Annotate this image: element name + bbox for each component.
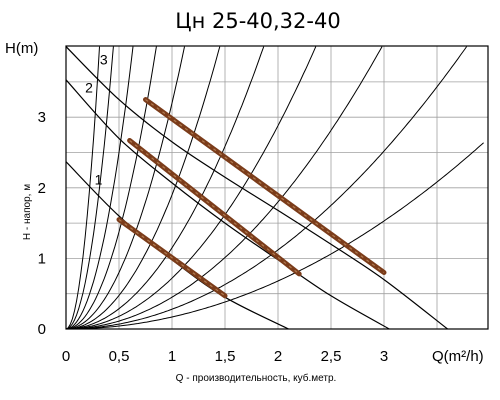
system-curve	[66, 46, 157, 329]
pump-curve-2	[66, 79, 390, 329]
y-tick-label: 0	[38, 321, 46, 338]
system-curve	[66, 46, 265, 329]
x-tick-label: 3	[380, 348, 388, 365]
system-curve	[66, 46, 100, 329]
x-tick-label: 1	[168, 348, 176, 365]
system-curve	[66, 46, 114, 329]
x-tick-label: 0	[62, 348, 70, 365]
system-curve	[66, 46, 383, 329]
system-curve	[66, 46, 317, 329]
system-curve	[66, 46, 185, 329]
pump-curve-3	[66, 46, 448, 329]
y-axis-description: H - напор, м	[22, 184, 33, 240]
pump-curve-label-1: 1	[95, 171, 103, 187]
pump-curve-label-2: 2	[85, 79, 93, 95]
working-ranges-layer	[116, 97, 387, 299]
x-axis-unit-label: Q(m²/h)	[432, 348, 484, 365]
x-axis-description: Q - производительность, куб.метр.	[176, 372, 337, 384]
y-tick-label: 3	[38, 109, 46, 126]
system-curve	[66, 46, 221, 329]
chart-title: Цн 25-40,32-40	[175, 9, 340, 33]
x-tick-labels: 0 0,5 1 1,5 2 2,5 3	[62, 348, 388, 365]
x-tick-label: 2,5	[321, 348, 342, 365]
working-range-texture-1	[118, 219, 226, 297]
working-range-texture-3	[145, 99, 385, 274]
y-tick-label: 2	[38, 180, 46, 197]
system-curve	[66, 46, 468, 329]
plot-frame	[65, 45, 489, 330]
system-curves-layer	[66, 46, 484, 329]
grid-layer	[65, 46, 488, 329]
x-tick-label: 1,5	[215, 348, 236, 365]
y-axis-unit-label: H(m)	[5, 40, 38, 57]
pump-curve-label-3: 3	[100, 51, 108, 67]
y-tick-labels: 0 1 2 3	[38, 109, 46, 338]
working-range-texture-2	[129, 140, 300, 275]
x-tick-label: 2	[274, 348, 282, 365]
system-curve	[66, 46, 134, 329]
y-tick-label: 1	[38, 250, 46, 267]
x-tick-label: 0,5	[109, 348, 130, 365]
system-curve	[66, 142, 484, 329]
